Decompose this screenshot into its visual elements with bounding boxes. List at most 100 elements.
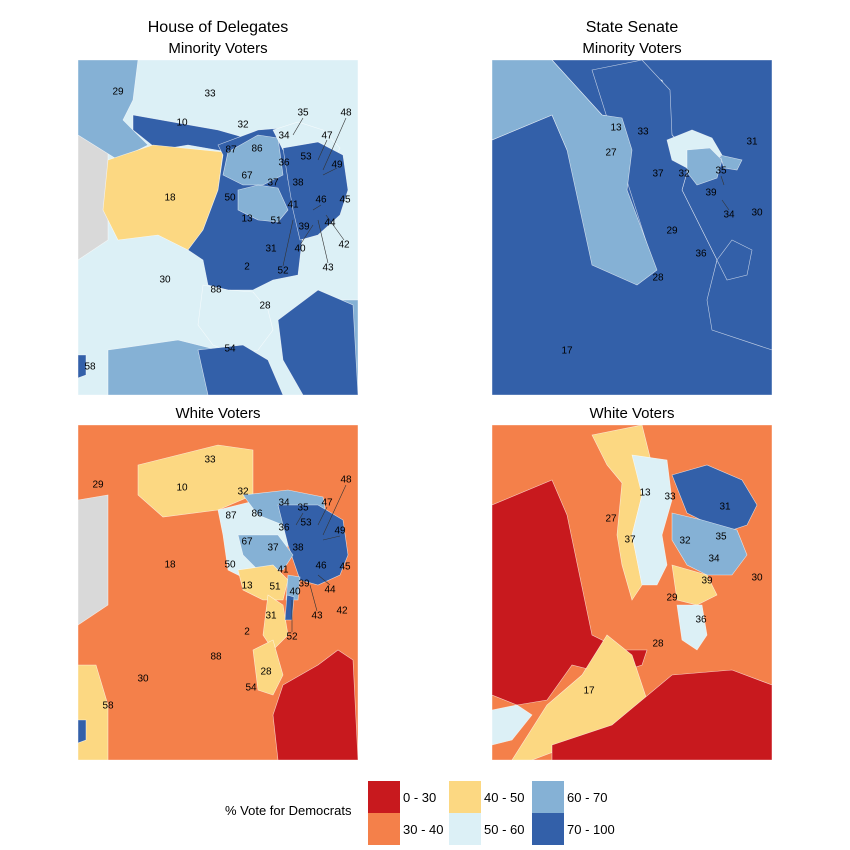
district-label: 36 (278, 523, 290, 534)
district-label: 36 (278, 158, 290, 169)
senate-white-region-6 (671, 464, 758, 531)
district-label: 36 (695, 615, 707, 626)
district-label: 13 (610, 123, 622, 134)
house-minority-region-8 (222, 134, 284, 186)
district-label: 18 (164, 560, 176, 571)
district-label: 13 (241, 581, 253, 592)
district-label: 39 (705, 188, 717, 199)
district-label: 46 (315, 195, 327, 206)
district-label: 42 (336, 606, 348, 617)
district-label: 10 (176, 483, 188, 494)
senate-white-region-4 (551, 669, 772, 760)
district-label: 51 (269, 582, 281, 593)
district-label: 47 (321, 498, 333, 509)
district-label: 33 (204, 89, 216, 100)
district-label: 45 (339, 195, 351, 206)
district-label: 32 (237, 487, 249, 498)
legend-title: % Vote for Democrats (225, 803, 352, 818)
district-label: 28 (652, 273, 664, 284)
house-white-region-1 (78, 494, 109, 626)
leader-line (322, 167, 338, 176)
district-label: 32 (679, 536, 691, 547)
house-white-region-12 (272, 649, 358, 760)
district-label: 54 (224, 344, 236, 355)
district-label: 31 (265, 611, 277, 622)
house-white-region-7 (237, 564, 289, 601)
district-label: 43 (322, 263, 334, 274)
district-label: 41 (287, 200, 299, 211)
senate-minority-region-6 (719, 154, 743, 171)
district-label: 49 (334, 526, 346, 537)
district-label: 50 (224, 193, 236, 204)
district-label: 51 (270, 216, 282, 227)
leader-line (317, 219, 329, 264)
legend-swatch-70-100 (532, 813, 564, 845)
house-minority-subtitle: Minority Voters (168, 40, 268, 57)
district-label: 31 (265, 244, 277, 255)
district-label: 45 (339, 562, 351, 573)
map-svg: 29 33 10 32 35 48 34 47 87 86 36 53 49 67 37 38 18 50 41 45… (78, 60, 358, 395)
leader-line (720, 175, 725, 186)
house-minority-region-13 (277, 289, 358, 395)
district-label: 48 (340, 108, 352, 119)
district-label: 18 (164, 193, 176, 204)
leader-line (322, 535, 341, 541)
house-white-region-11 (252, 639, 284, 696)
legend-label-60-70: 60 - 70 (567, 790, 608, 805)
senate-white-region-9 (676, 604, 708, 651)
legend-swatch-30-40 (368, 813, 400, 845)
district-label: 35 (297, 503, 309, 514)
district-label: 30 (159, 275, 171, 286)
leader-line (322, 117, 347, 171)
district-label: 2 (244, 262, 250, 273)
map-svg: 13 33 31 27 37 32 35 39 34 30 29 36 28 17 (492, 60, 772, 395)
senate-minority-region-5 (686, 147, 723, 186)
leader-line (721, 199, 730, 211)
district-label: 88 (210, 652, 222, 663)
senate-minority-region-7 (716, 239, 753, 281)
house-minority-region-5 (132, 114, 254, 153)
district-label: 38 (292, 543, 304, 554)
leader-line (299, 224, 314, 246)
district-label: 28 (652, 639, 664, 650)
district-label: 88 (210, 285, 222, 296)
house-title: House of Delegates (147, 19, 289, 36)
legend-label-30-40: 30 - 40 (403, 822, 444, 837)
map-svg: 13 33 31 27 37 32 35 39 34 30 29 36 28 17 (492, 425, 772, 760)
leader-line (292, 117, 304, 136)
district-label: 31 (746, 137, 758, 148)
district-label: 49 (331, 160, 343, 171)
district-label: 37 (267, 543, 279, 554)
district-label: 29 (666, 593, 678, 604)
district-label: 28 (259, 301, 271, 312)
district-label: 30 (137, 674, 149, 685)
district-label: 32 (678, 169, 690, 180)
district-label: 86 (251, 144, 263, 155)
district-label: 30 (751, 573, 763, 584)
senate-white-subtitle: White Voters (589, 405, 675, 422)
district-label: 52 (277, 266, 289, 277)
district-label: 37 (267, 178, 279, 189)
district-label: 13 (241, 214, 253, 225)
district-label: 43 (311, 611, 323, 622)
district-label: 42 (338, 240, 350, 251)
district-label: 58 (84, 362, 96, 373)
leader-line (312, 204, 322, 211)
district-label: 34 (278, 498, 290, 509)
district-label: 36 (695, 249, 707, 260)
house-minority-region-15 (78, 354, 87, 379)
district-label: 17 (561, 346, 573, 357)
leader-line (317, 506, 328, 526)
district-label: 53 (300, 518, 312, 529)
leader-line (325, 214, 345, 241)
legend-label-70-100: 70 - 100 (567, 822, 615, 837)
district-label: 67 (241, 171, 253, 182)
district-label: 58 (102, 701, 114, 712)
house-minority-map: 29 33 10 32 35 48 34 47 87 86 36 53 49 67 37 38 18 50 41 45… (78, 60, 358, 395)
senate-minority-map: 13 33 31 27 37 32 35 39 34 30 29 36 28 17 (492, 60, 772, 395)
district-label: 48 (340, 475, 352, 486)
house-minority-region-2 (78, 60, 149, 161)
house-white-subtitle: White Voters (175, 405, 261, 422)
district-label: 39 (298, 222, 310, 233)
legend-swatch-50-60 (449, 813, 481, 845)
